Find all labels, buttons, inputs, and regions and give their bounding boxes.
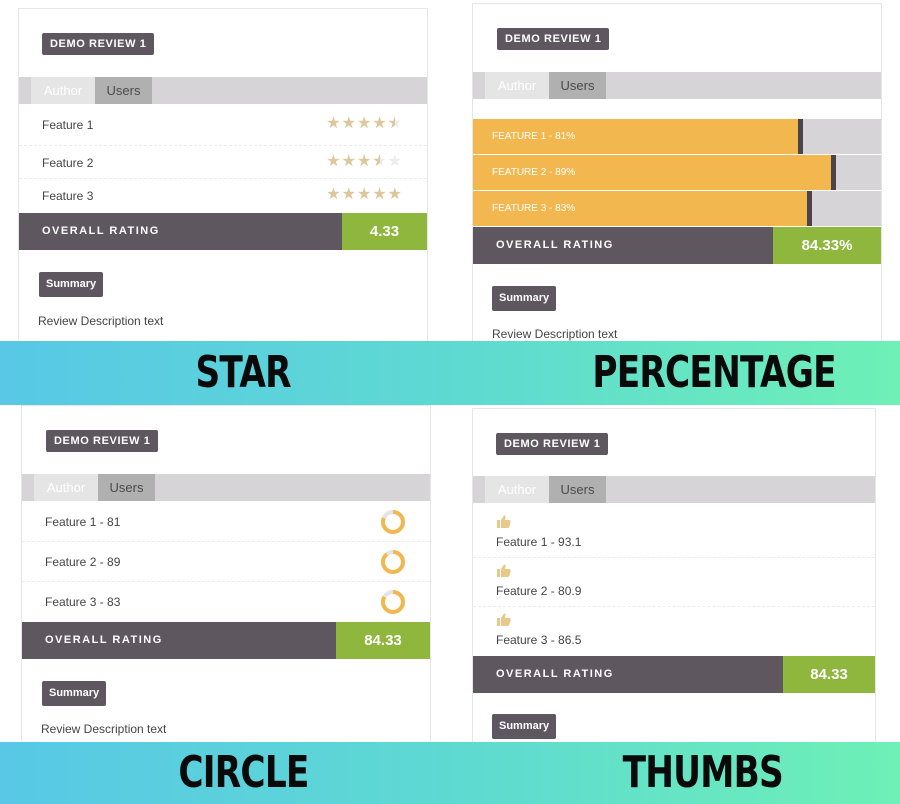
tab-bar: Author Users bbox=[22, 474, 430, 501]
tab-users[interactable]: Users bbox=[98, 474, 155, 501]
feature-row: Feature 2 - 89 bbox=[22, 542, 430, 582]
star-icon: ★★ bbox=[356, 115, 373, 132]
star-icon: ★★ bbox=[356, 153, 373, 170]
demo-review-badge: DEMO REVIEW 1 bbox=[42, 33, 155, 55]
demo-review-badge: DEMO REVIEW 1 bbox=[497, 28, 610, 50]
feature-label: Feature 3 - 86.5 bbox=[496, 633, 582, 647]
feature-label: Feature 1 bbox=[42, 118, 94, 132]
feature-row: Feature 1 - 81 bbox=[22, 502, 430, 542]
star-rating: ★★★★★★★★★★ bbox=[326, 187, 403, 203]
review-description: Review Description text bbox=[41, 722, 167, 736]
star-icon: ★★ bbox=[326, 186, 342, 203]
star-review-panel: DEMO REVIEW 1 Author Users Feature 1 ★ ★ ★… bbox=[18, 8, 428, 348]
banner-title-circle: CIRCLE bbox=[178, 747, 309, 798]
summary-button[interactable]: Summary bbox=[39, 272, 104, 297]
star-icon: ★★ bbox=[372, 115, 388, 132]
feature-row: Feature 2 ★★★★★★★★★ bbox=[19, 146, 427, 179]
star-rating: ★★★★★★★★★★ bbox=[326, 116, 403, 132]
thumbs-up-icon bbox=[497, 515, 511, 528]
feature-row: Feature 2 - 80.9 bbox=[473, 558, 875, 607]
thumbs-up-icon bbox=[497, 613, 511, 626]
percentage-bar: FEATURE 2 - 89% bbox=[473, 155, 881, 190]
tab-author[interactable]: Author bbox=[485, 476, 549, 503]
feature-label: Feature 2 - 80.9 bbox=[496, 584, 582, 598]
tab-author[interactable]: Author bbox=[485, 72, 549, 99]
tab-bar: Author Users bbox=[473, 476, 875, 503]
demo-review-badge: DEMO REVIEW 1 bbox=[46, 430, 159, 452]
banner-title-star: STAR bbox=[195, 347, 291, 398]
donut-rating-icon bbox=[381, 590, 405, 614]
feature-label: Feature 3 - 83 bbox=[45, 595, 121, 609]
overall-score: 4.33 bbox=[342, 213, 427, 250]
overall-rating-bar: OVERALL RATING 84.33 bbox=[473, 656, 875, 693]
tab-bar: Author Users bbox=[473, 72, 881, 99]
percentage-bar: FEATURE 1 - 81% bbox=[473, 119, 881, 154]
star-icon: ★★ bbox=[341, 115, 357, 132]
circle-review-panel: DEMO REVIEW 1 Author Users Feature 1 - 8… bbox=[21, 405, 431, 750]
tab-users[interactable]: Users bbox=[549, 476, 606, 503]
star-icon: ★★ bbox=[326, 115, 342, 132]
banner-title-thumbs: THUMBS bbox=[622, 747, 784, 798]
percentage-bar-label: FEATURE 3 - 83% bbox=[492, 203, 576, 214]
donut-rating-icon bbox=[381, 510, 405, 534]
demo-review-badge: DEMO REVIEW 1 bbox=[496, 433, 609, 455]
overall-rating-label: OVERALL RATING bbox=[45, 634, 163, 646]
tab-users[interactable]: Users bbox=[549, 72, 606, 99]
overall-rating-label: OVERALL RATING bbox=[496, 668, 614, 680]
tab-author[interactable]: Author bbox=[34, 474, 98, 501]
overall-rating-bar: OVERALL RATING 84.33% bbox=[473, 227, 881, 264]
thumbs-up-icon bbox=[497, 564, 511, 577]
percentage-bar-fill bbox=[473, 191, 812, 226]
overall-score: 84.33 bbox=[783, 656, 875, 693]
banner-top: STAR PERCENTAGE bbox=[0, 341, 900, 405]
banner-bottom: CIRCLE THUMBS bbox=[0, 742, 900, 804]
percentage-bar-label: FEATURE 1 - 81% bbox=[492, 131, 576, 142]
star-icon: ★★ bbox=[341, 153, 357, 170]
percentage-bar-fill bbox=[473, 155, 837, 190]
star-icon: ★★ bbox=[372, 186, 388, 203]
thumbs-review-panel: DEMO REVIEW 1 Author Users Feature 1 - 9… bbox=[472, 408, 876, 750]
overall-score: 84.33 bbox=[336, 622, 430, 659]
feature-row: Feature 1 ★★★★★★★★★★ bbox=[19, 104, 427, 146]
star-icon: ★★ bbox=[341, 186, 357, 203]
donut-rating-icon bbox=[381, 550, 405, 574]
feature-row: Feature 3 - 86.5 bbox=[473, 607, 875, 656]
donut-progress-arc bbox=[381, 550, 405, 574]
star-icon: ★★ bbox=[326, 153, 342, 170]
review-description: Review Description text bbox=[492, 327, 618, 341]
star-icon: ★ bbox=[387, 153, 403, 170]
donut-progress-arc bbox=[381, 510, 405, 534]
feature-label: Feature 2 bbox=[42, 156, 94, 170]
overall-score: 84.33% bbox=[773, 227, 881, 264]
banner-title-percentage: PERCENTAGE bbox=[592, 347, 836, 398]
percentage-bar-fill bbox=[473, 119, 804, 154]
review-description: Review Description text bbox=[38, 314, 164, 328]
tab-bar: Author Users bbox=[19, 77, 427, 104]
star-rating: ★★★★★★★★★ bbox=[326, 154, 403, 170]
percentage-review-panel: DEMO REVIEW 1 Author Users FEATURE 1 - 8… bbox=[472, 3, 882, 348]
star-icon: ★★ bbox=[387, 115, 403, 132]
feature-row: Feature 1 - 93.1 bbox=[473, 503, 875, 558]
star-icon: ★★ bbox=[356, 186, 373, 203]
feature-row: Feature 3 ★ ★ ★ ★ ★ ★ ★ ★ ★ ★ bbox=[19, 179, 427, 213]
overall-rating-bar: OVERALL RATING 84.33 bbox=[22, 622, 430, 659]
summary-button[interactable]: Summary bbox=[42, 681, 107, 706]
summary-button[interactable]: Summary bbox=[492, 286, 557, 311]
tab-author[interactable]: Author bbox=[31, 77, 95, 104]
overall-rating-label: OVERALL RATING bbox=[42, 225, 160, 237]
star-icon: ★★ bbox=[387, 186, 403, 203]
tab-users[interactable]: Users bbox=[95, 77, 152, 104]
feature-label: Feature 3 bbox=[42, 189, 94, 203]
star-icon: ★★ bbox=[372, 153, 388, 170]
percentage-bar: FEATURE 3 - 83% bbox=[473, 191, 881, 226]
feature-label: Feature 1 - 93.1 bbox=[496, 535, 582, 549]
percentage-bar-label: FEATURE 2 - 89% bbox=[492, 167, 576, 178]
feature-row: Feature 3 - 83 bbox=[22, 582, 430, 622]
summary-button[interactable]: Summary bbox=[492, 714, 557, 739]
overall-rating-bar: OVERALL RATING 4.33 bbox=[19, 213, 427, 250]
overall-rating-label: OVERALL RATING bbox=[496, 239, 614, 251]
donut-progress-arc bbox=[381, 590, 405, 614]
feature-label: Feature 2 - 89 bbox=[45, 555, 121, 569]
feature-label: Feature 1 - 81 bbox=[45, 515, 121, 529]
